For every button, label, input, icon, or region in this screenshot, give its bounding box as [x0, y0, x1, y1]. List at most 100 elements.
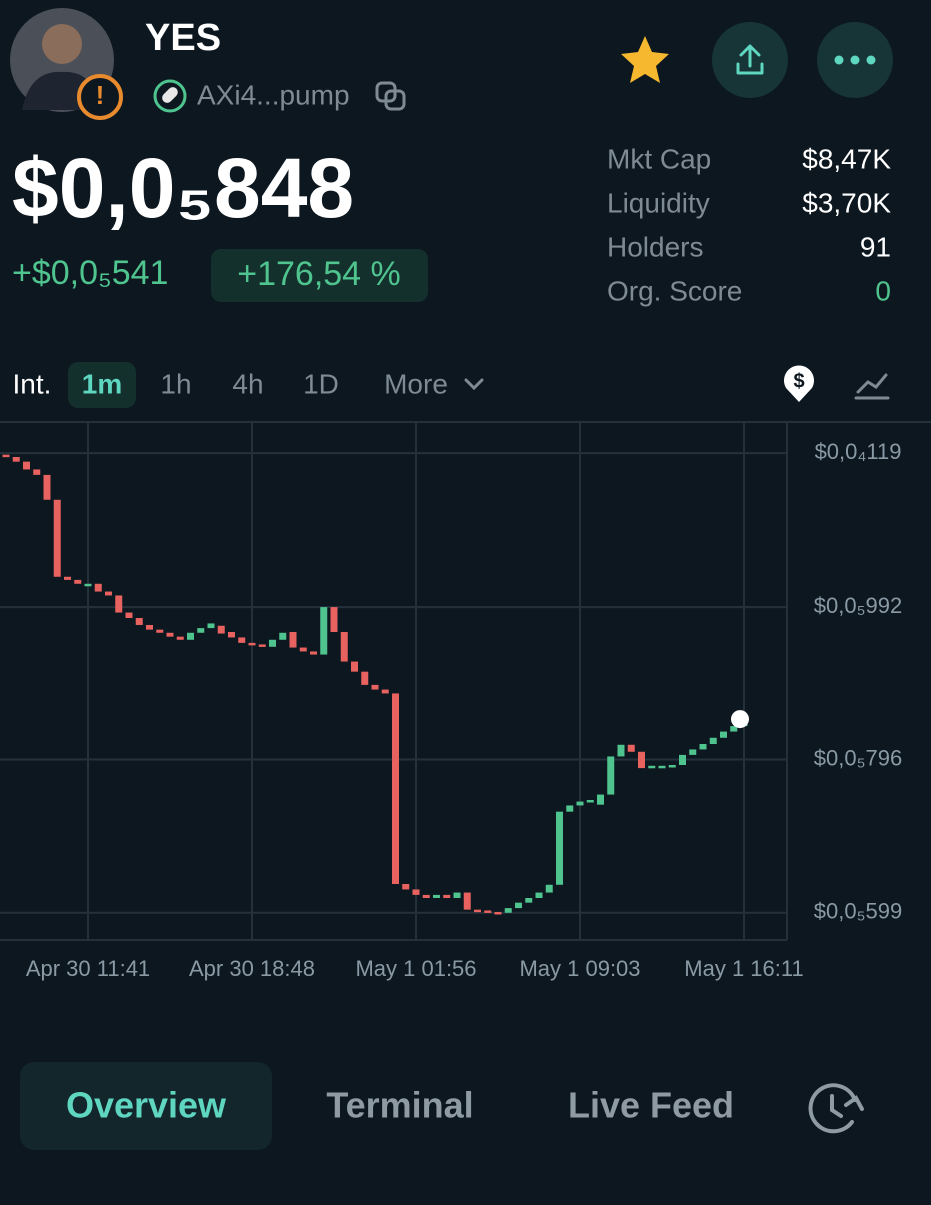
candle	[576, 801, 584, 806]
candle	[648, 765, 656, 769]
stat-label: Liquidity	[607, 187, 710, 218]
tab[interactable]: Live Feed	[568, 1085, 734, 1126]
candle	[607, 756, 615, 795]
candle	[371, 684, 379, 690]
warning-badge	[77, 74, 123, 120]
candle	[699, 744, 707, 750]
candle	[340, 632, 348, 662]
share-icon	[736, 44, 764, 75]
copy-icon[interactable]	[375, 81, 406, 111]
x-tick-label: May 1 09:03	[519, 956, 640, 981]
interval-option[interactable]: 1m	[82, 368, 122, 399]
pill-icon	[153, 79, 187, 113]
candle	[402, 884, 410, 890]
interval-option: Int.	[13, 368, 52, 399]
candle	[720, 731, 727, 738]
candle	[668, 765, 676, 768]
candle	[299, 647, 307, 652]
candle	[125, 612, 133, 618]
svg-text:$: $	[793, 370, 804, 392]
candle	[658, 765, 666, 769]
price-change: +$0,0₅541	[12, 254, 168, 292]
candle	[105, 591, 112, 596]
candle	[115, 595, 123, 613]
candle	[33, 469, 41, 475]
candle	[597, 794, 604, 805]
candle	[474, 909, 481, 913]
candle	[412, 889, 420, 895]
candle	[463, 892, 471, 910]
stat-value: $3,70K	[802, 187, 891, 218]
candle	[556, 811, 563, 885]
candle	[156, 629, 164, 633]
candle	[64, 576, 71, 580]
candle	[689, 749, 697, 755]
more-icon	[834, 55, 876, 65]
candle	[679, 754, 686, 765]
candle	[504, 908, 512, 913]
candle	[197, 628, 205, 633]
interval-option[interactable]: More	[384, 368, 448, 399]
candle	[207, 623, 215, 629]
candle	[43, 474, 51, 500]
candle	[535, 892, 543, 898]
stat-label: Org. Score	[607, 275, 742, 306]
candle	[443, 894, 451, 898]
candle	[176, 636, 184, 640]
candle	[228, 632, 235, 638]
candle	[2, 454, 10, 458]
history-icon[interactable]	[808, 1083, 864, 1134]
candle	[94, 583, 102, 592]
favorite-star[interactable]	[621, 36, 669, 83]
candle	[494, 912, 502, 915]
candle	[146, 625, 153, 630]
percent-pill	[211, 249, 428, 302]
y-tick-label: $0,0₄119	[815, 439, 902, 464]
candle	[515, 902, 522, 909]
interval-active-bg	[68, 362, 136, 408]
current-price: $0,0₅848	[12, 141, 354, 235]
line-chart-toggle[interactable]	[854, 373, 890, 400]
stat-label: Holders	[607, 231, 703, 262]
candle	[217, 625, 225, 634]
interval-option[interactable]: 1h	[160, 368, 191, 399]
more-chevron	[464, 378, 484, 391]
y-tick-label: $0,0₅992	[814, 593, 902, 618]
candle	[545, 884, 553, 893]
candle	[74, 579, 82, 584]
last-price-dot	[731, 710, 749, 729]
x-tick-label: Apr 30 18:48	[189, 956, 315, 981]
candle	[330, 607, 338, 632]
tab[interactable]: Overview	[66, 1085, 227, 1126]
candle	[361, 671, 369, 685]
candle	[484, 910, 492, 913]
candle	[392, 693, 399, 884]
token-name: YES	[145, 17, 221, 59]
candle	[617, 744, 625, 757]
avatar-face	[42, 24, 82, 64]
candle	[638, 751, 645, 769]
candle	[258, 644, 266, 647]
candle	[566, 805, 574, 812]
price-toggle[interactable]: $	[784, 365, 815, 402]
price-change-percent: +176,54 %	[237, 255, 401, 293]
y-tick-label: $0,0₅796	[814, 745, 902, 770]
candle	[279, 632, 287, 640]
candle	[433, 894, 440, 898]
interval-option[interactable]: 1D	[303, 368, 339, 399]
candle	[525, 898, 533, 903]
candle	[730, 726, 738, 732]
stat-value: 91	[860, 231, 891, 262]
candle	[53, 499, 61, 577]
candle	[381, 689, 389, 694]
interval-option[interactable]: 4h	[232, 368, 263, 399]
stat-value: 0	[875, 275, 891, 306]
candle	[248, 642, 256, 646]
candle	[289, 632, 297, 648]
candle	[351, 661, 358, 672]
token-address[interactable]: AXi4...pump	[197, 79, 350, 110]
y-tick-label: $0,0₅599	[814, 899, 902, 924]
tab[interactable]: Terminal	[326, 1085, 473, 1126]
tab-active-bg	[20, 1062, 272, 1150]
